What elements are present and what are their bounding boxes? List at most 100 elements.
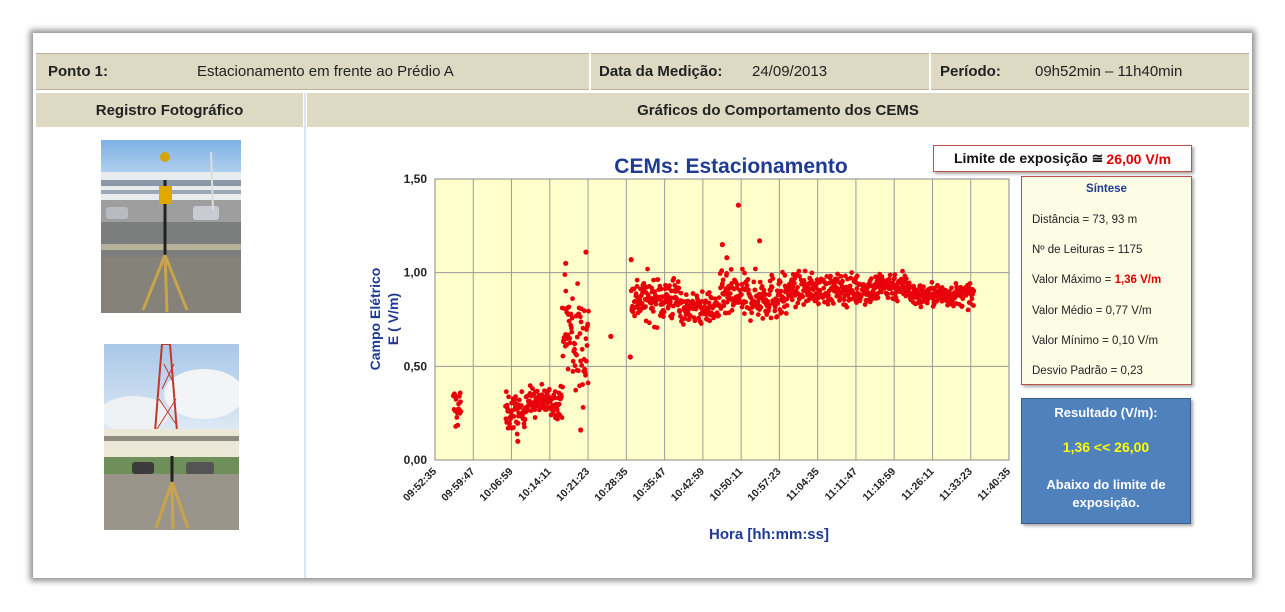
data-point [519, 389, 525, 395]
data-point [568, 311, 574, 317]
data-point [778, 288, 784, 294]
data-point [630, 309, 636, 315]
data-point [746, 287, 751, 293]
data-point [661, 309, 667, 315]
data-point [569, 325, 574, 331]
data-point [530, 386, 535, 391]
data-point [761, 287, 767, 293]
data-point [667, 283, 672, 289]
data-header: Data da Medição: 24/09/2013 [591, 53, 929, 90]
resultado-text-1: Abaixo do limite de [1046, 477, 1166, 492]
data-point [650, 309, 656, 314]
data-point [566, 304, 572, 310]
data-point [721, 303, 727, 309]
y-tick-label: 1,00 [404, 266, 428, 280]
x-tick-label: 10:21:23 [554, 466, 592, 504]
y-axis-label-line1: Campo Elétrico [367, 268, 383, 371]
data-point [918, 304, 924, 310]
data-point [555, 416, 560, 422]
data-point [767, 302, 772, 308]
chart-title: CEMs: Estacionamento [614, 155, 847, 178]
data-point [562, 272, 568, 277]
data-point [682, 316, 687, 321]
data-point [875, 295, 881, 301]
resultado-value: 1,36 << 26,00 [1062, 439, 1150, 455]
x-tick-label: 10:28:35 [592, 466, 630, 504]
data-point [783, 311, 789, 316]
data-point [574, 352, 579, 358]
data-point [838, 274, 844, 279]
sintese-box: Síntese Distância = 73, 93 m Nº de Leitu… [1021, 176, 1192, 385]
data-point [744, 283, 750, 288]
data-point [755, 299, 761, 304]
data-point [716, 313, 722, 318]
sintese-minimo: Valor Mínimo = 0,10 V/m [1032, 335, 1159, 347]
data-point [708, 295, 714, 301]
data-point [959, 303, 965, 309]
data-point [637, 308, 643, 313]
data-point [677, 309, 683, 315]
data-point [886, 276, 892, 282]
data-point [739, 304, 745, 310]
y-tick-label: 0,00 [404, 453, 428, 467]
data-point [670, 311, 675, 317]
data-point [570, 358, 576, 364]
data-point [661, 314, 666, 319]
data-point [667, 299, 673, 304]
data-point [719, 242, 725, 248]
data-point [834, 276, 840, 282]
data-point [647, 320, 652, 326]
data-point [632, 313, 637, 319]
x-tick-label: 11:33:23 [937, 466, 975, 504]
data-point [706, 300, 712, 306]
data-point [724, 299, 730, 305]
data-point [559, 394, 564, 400]
data-point [742, 270, 747, 276]
sintese-distancia: Distância = 73, 93 m [1032, 214, 1138, 226]
data-point [801, 302, 807, 307]
sintese-leituras: Nº de Leituras = 1175 [1032, 244, 1143, 256]
data-point [758, 305, 764, 310]
data-point [900, 268, 905, 274]
data-point [742, 311, 747, 316]
data-point [570, 296, 575, 301]
x-tick-label: 10:57:23 [745, 466, 783, 504]
data-point [779, 309, 785, 315]
data-point [729, 307, 735, 313]
data-point [821, 285, 827, 291]
data-point [639, 301, 645, 306]
data-point [740, 266, 745, 272]
x-tick-label: 09:59:47 [439, 466, 477, 504]
data-point [724, 255, 730, 261]
resultado-title: Resultado (V/m): [1054, 405, 1158, 420]
data-point [457, 390, 463, 396]
data-point [958, 284, 964, 290]
data-point [569, 329, 575, 335]
data-point [831, 301, 836, 306]
data-point [971, 303, 976, 308]
data-point [699, 299, 704, 304]
data-value: 24/09/2013 [752, 63, 828, 80]
data-point [577, 331, 583, 336]
data-point [739, 292, 744, 297]
data-point [579, 363, 585, 368]
data-point [718, 306, 724, 311]
x-tick-label: 11:11:47 [823, 466, 860, 503]
data-point [458, 409, 464, 414]
data-point [643, 304, 648, 310]
data-point [885, 295, 891, 301]
data-point [847, 283, 853, 289]
data-point [515, 438, 521, 444]
data-point [506, 394, 511, 400]
limite-box: Limite de exposição ≅ 26,00 V/m [933, 145, 1192, 172]
data-point [575, 281, 580, 286]
graficos-header: Gráficos do Comportamento dos CEMS [307, 93, 1249, 127]
data-point [552, 395, 558, 401]
data-point [793, 304, 798, 310]
ponto-label: Ponto 1: [48, 63, 108, 80]
data-point [633, 291, 639, 297]
data-point [539, 381, 545, 387]
data-point [743, 299, 749, 305]
data-point [556, 401, 562, 407]
data-point [572, 341, 578, 347]
